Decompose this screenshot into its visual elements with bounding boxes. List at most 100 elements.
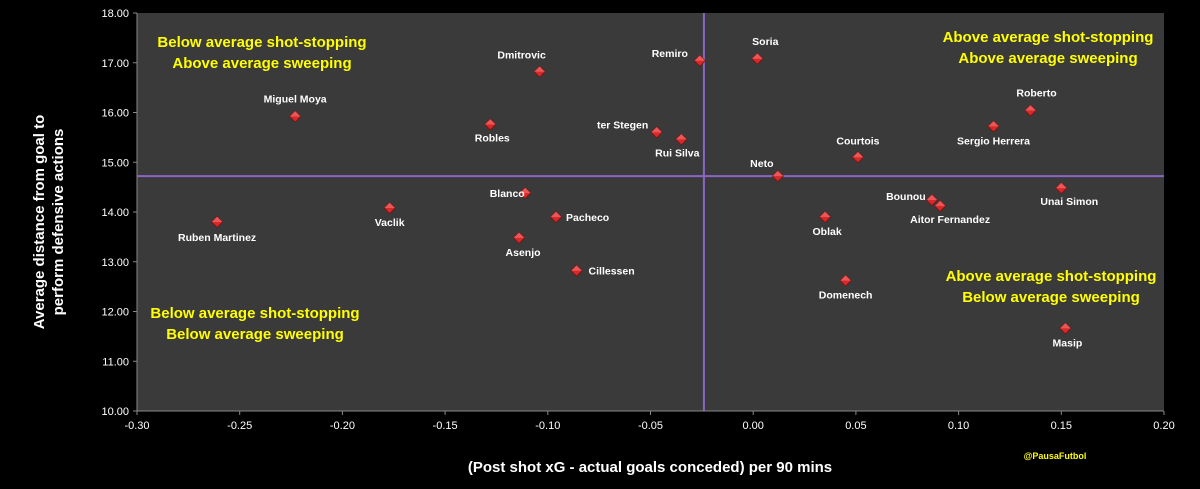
point-marker-highlight: [819, 211, 831, 217]
y-tick-label: 16.00: [101, 108, 129, 120]
point-label: Dmitrovic: [497, 50, 546, 62]
point-marker-highlight: [484, 118, 496, 125]
point-label: Ruben Martinez: [178, 232, 256, 244]
point-blanco: Blanco: [490, 187, 532, 200]
y-tick-label: 17.00: [101, 58, 129, 70]
point-marker-highlight: [840, 275, 852, 281]
quadrant-label-bottom-left-line-1: Below average shot-stopping: [150, 305, 359, 322]
quadrant-label-bottom-right-line-1: Above average shot-stopping: [946, 268, 1157, 285]
point-marker-highlight: [550, 211, 562, 217]
y-tick-label: 10.00: [101, 406, 129, 418]
y-tick-label: 18.00: [101, 8, 129, 20]
point-marker-highlight: [926, 194, 938, 201]
x-tick-label: 0.15: [1051, 420, 1072, 432]
x-tick-label: 0.05: [845, 420, 866, 432]
point-courtois: Courtois: [836, 135, 880, 164]
point-marker-highlight: [289, 110, 301, 117]
quadrant-label-bottom-right-line-2: Below average sweeping: [962, 289, 1140, 306]
x-tick-label: 0.10: [948, 420, 969, 432]
point-label: Remiro: [652, 48, 688, 60]
point-label: Rui Silva: [655, 147, 700, 159]
point-cillessen: Cillessen: [570, 264, 635, 278]
point-robles: Robles: [475, 118, 510, 144]
point-marker-highlight: [571, 265, 583, 271]
x-tick-label: -0.10: [535, 420, 560, 432]
point-marker-highlight: [852, 151, 864, 158]
point-pacheco: Pacheco: [549, 210, 609, 224]
point-rui-silva: Rui Silva: [655, 133, 700, 159]
point-domenech: Domenech: [819, 274, 873, 302]
point-label: Bounou: [886, 191, 926, 203]
point-miguel-moya: Miguel Moya: [264, 93, 327, 123]
point-ruben-martinez: Ruben Martinez: [178, 215, 256, 244]
x-tick-label: 0.20: [1153, 420, 1174, 432]
point-sergio-herrera: Sergio Herrera: [957, 120, 1030, 147]
point-asenjo: Asenjo: [506, 231, 541, 259]
point-label: Domenech: [819, 290, 873, 302]
point-label: Miguel Moya: [264, 93, 327, 105]
x-tick-label: -0.15: [433, 420, 458, 432]
credit-label: @PausaFutbol: [1024, 451, 1087, 461]
point-marker-highlight: [694, 55, 706, 61]
x-tick-label: -0.30: [124, 420, 149, 432]
point-bounou: Bounou: [886, 191, 938, 207]
point-marker-highlight: [751, 53, 763, 59]
point-label: Oblak: [812, 226, 841, 238]
point-marker-highlight: [513, 232, 525, 238]
x-tick-labels: -0.30 -0.25 -0.20 -0.15 -0.10 -0.05 0.00 0.05 0.…: [124, 411, 1175, 432]
point-marker-highlight: [675, 133, 687, 140]
point-label: ter Stegen: [597, 119, 648, 131]
point-remiro: Remiro: [652, 48, 706, 67]
point-label: Masip: [1053, 337, 1083, 349]
point-unai-simon: Unai Simon: [1040, 182, 1098, 208]
point-label: Roberto: [1016, 88, 1056, 100]
point-neto: Neto: [750, 158, 784, 183]
y-tick-label: 15.00: [101, 157, 129, 169]
point-aitor-fernandez: Aitor Fernandez: [910, 199, 990, 226]
x-tick-label: -0.20: [330, 420, 355, 432]
point-marker-highlight: [534, 66, 546, 72]
point-label: Asenjo: [506, 247, 541, 259]
y-tick-label: 13.00: [101, 257, 129, 269]
average-lines: [137, 13, 1164, 411]
y-axis-title-line-2: perform defensive actions: [50, 129, 67, 316]
y-tick-label: 11.00: [102, 356, 129, 368]
point-label: Sergio Herrera: [957, 135, 1030, 147]
point-label: Vaclik: [375, 217, 405, 229]
point-masip: Masip: [1053, 322, 1083, 349]
point-marker-highlight: [1059, 322, 1071, 329]
point-label: Pacheco: [566, 212, 609, 224]
y-tick-label: 12.00: [101, 307, 129, 319]
point-oblak: Oblak: [812, 210, 842, 238]
point-soria: Soria: [751, 36, 779, 65]
point-marker-highlight: [519, 187, 531, 194]
y-axis-title: Average distance from goal to perform de…: [31, 115, 67, 330]
x-tick-label: 0.00: [742, 420, 763, 432]
x-tick-label: -0.05: [638, 420, 663, 432]
quadrant-label-top-left-line-2: Above average sweeping: [172, 55, 351, 72]
x-axis-title: (Post shot xG - actual goals conceded) p…: [468, 459, 832, 476]
point-label: Aitor Fernandez: [910, 214, 990, 226]
point-marker-highlight: [211, 216, 223, 222]
point-marker-highlight: [1024, 105, 1036, 111]
quadrant-label-top-right-line-2: Above average sweeping: [958, 50, 1137, 67]
point-marker-highlight: [988, 120, 1000, 127]
point-ter-stegen: ter Stegen: [597, 119, 663, 139]
quadrant-label-top-left-line-1: Below average shot-stopping: [157, 34, 366, 51]
y-axis-title-line-1: Average distance from goal to: [31, 115, 48, 330]
point-label: Soria: [752, 36, 778, 48]
point-marker-highlight: [1055, 182, 1067, 189]
point-marker-highlight: [772, 170, 784, 177]
point-label: Robles: [475, 132, 510, 144]
point-label: Cillessen: [589, 266, 635, 278]
quadrant-label-bottom-left-line-2: Below average sweeping: [166, 326, 344, 343]
plot-area: [137, 13, 1164, 411]
point-label: Unai Simon: [1040, 196, 1098, 208]
quadrant-label-top-right-line-1: Above average shot-stopping: [943, 29, 1154, 46]
point-roberto: Roberto: [1016, 88, 1057, 117]
quadrant-labels: Below average shot-stopping Above average…: [150, 29, 1156, 343]
data-points: Miguel Moya Dmitrovic Remiro Soria Roberto Se…: [178, 36, 1098, 350]
point-vaclik: Vaclik: [375, 201, 405, 229]
point-marker-highlight: [384, 202, 396, 209]
